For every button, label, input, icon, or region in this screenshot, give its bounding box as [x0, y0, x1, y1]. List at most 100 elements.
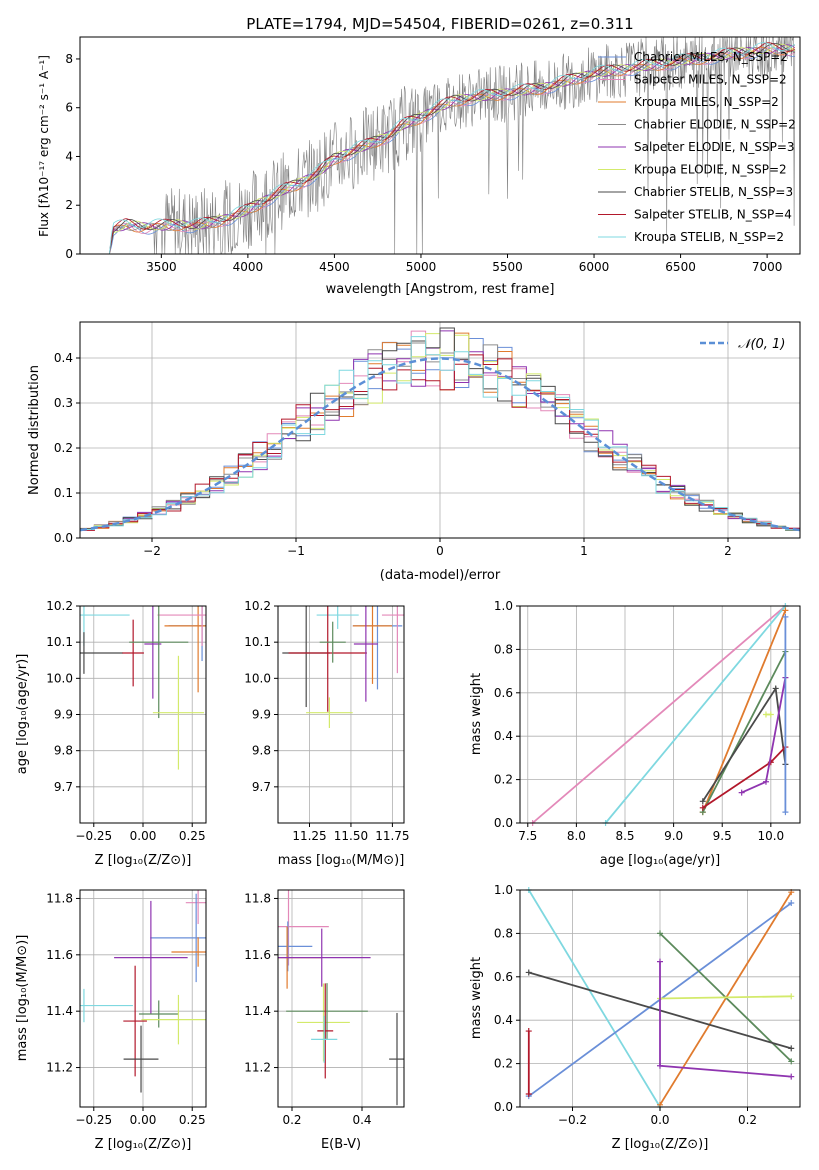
legend-label: Chabrier MILES, N_SSP=2 [634, 50, 788, 64]
z-mass-ylabel: mass [log₁₀(M/M⊙)] [15, 935, 30, 1062]
x-tick-label: 0.0 [650, 1113, 669, 1127]
y-tick-label: 0.0 [54, 531, 73, 545]
x-tick-label: 6500 [665, 260, 696, 274]
normal-legend-label: 𝒩(0, 1) [738, 337, 785, 352]
spectrum-legend: Chabrier MILES, N_SSP=2 Salpeter MILES, N… [598, 50, 796, 244]
weight-marker [768, 712, 774, 718]
y-tick-label: 0.6 [494, 970, 513, 984]
y-tick-label: 1.0 [494, 599, 513, 613]
x-tick-label: 11.25 [292, 829, 326, 843]
ebv-mass-frame [278, 890, 404, 1107]
z-age-xlabel: Z [log₁₀(Z/Z⊙)] [95, 853, 192, 868]
x-tick-label: 8.5 [615, 829, 634, 843]
y-tick-label: 10.1 [46, 635, 73, 649]
x-tick-label: 0.2 [738, 1113, 757, 1127]
y-tick-label: 9.8 [252, 744, 271, 758]
y-tick-label: 10.2 [46, 599, 73, 613]
weight-line [703, 652, 786, 813]
ebv-mass-panel: 0.2 0.4 11.2 11.4 11.6 11.8 E(B-V) [244, 890, 404, 1152]
spectrum-title: PLATE=1794, MJD=54504, FIBERID=0261, z=0… [246, 15, 633, 33]
y-tick-label: 11.2 [244, 1061, 271, 1075]
x-tick-label: 9.5 [713, 829, 732, 843]
x-tick-label: 0.25 [179, 1113, 206, 1127]
x-tick-label: 6000 [579, 260, 610, 274]
z-mass-panel: −0.25 0.00 0.25 11.2 11.4 11.6 11.8 Z [log₁₀(Z… [15, 890, 206, 1152]
y-tick-label: 10.0 [46, 671, 73, 685]
x-tick-label: 3500 [146, 260, 177, 274]
x-tick-label: 9.0 [664, 829, 683, 843]
z-age-ylabel: age [log₁₀(age/yr)] [15, 654, 30, 775]
weight-marker [788, 993, 794, 999]
y-tick-label: 9.7 [252, 780, 271, 794]
y-tick-label: 11.8 [46, 891, 73, 905]
z-age-panel: −0.25 0.00 0.25 9.7 9.8 9.9 10.0 10.1 10.2 Z [lo… [15, 599, 206, 868]
x-tick-label: 2 [724, 544, 732, 558]
weight-line [660, 962, 791, 1077]
x-tick-label: 5500 [492, 260, 523, 274]
y-tick-label: 0.8 [494, 642, 513, 656]
spectrum-xlabel: wavelength [Angstrom, rest frame] [326, 282, 555, 297]
weight-marker [788, 1074, 794, 1080]
y-tick-label: 11.6 [46, 948, 73, 962]
y-tick-label: 9.9 [252, 708, 271, 722]
x-tick-label: −1 [287, 544, 305, 558]
z-weight-xlabel: Z [log₁₀(Z/Z⊙)] [612, 1137, 709, 1152]
age-weight-lines [530, 603, 789, 826]
y-tick-label: 0.0 [494, 816, 513, 830]
spectrum-panel: PLATE=1794, MJD=54504, FIBERID=0261, z=0… [37, 15, 800, 297]
x-tick-label: 1 [580, 544, 588, 558]
residual-xlabel: (data-model)/error [380, 568, 501, 583]
y-tick-label: 0.1 [54, 486, 73, 500]
y-tick-label: 0.8 [494, 926, 513, 940]
legend-label: Chabrier STELIB, N_SSP=3 [634, 185, 793, 199]
x-tick-label: 10.0 [757, 829, 784, 843]
legend-label: Salpeter ELODIE, N_SSP=3 [634, 140, 795, 154]
y-tick-label: 4 [65, 149, 73, 163]
y-tick-label: 0 [65, 247, 73, 261]
x-tick-label: 4000 [233, 260, 264, 274]
legend-label: Salpeter STELIB, N_SSP=4 [634, 208, 792, 222]
y-tick-label: 0.3 [54, 396, 73, 410]
y-tick-label: 11.6 [244, 948, 271, 962]
y-tick-label: 11.4 [244, 1004, 271, 1018]
x-tick-label: 11.75 [375, 829, 409, 843]
z-weight-ylabel: mass weight [469, 957, 484, 1039]
spectrum-ylabel: Flux [fλ10⁻¹⁷ erg cm⁻² s⁻¹ A⁻¹] [37, 55, 51, 237]
y-tick-label: 9.7 [54, 780, 73, 794]
y-tick-label: 9.9 [54, 708, 73, 722]
x-tick-label: 0 [436, 544, 444, 558]
legend-label: Kroupa MILES, N_SSP=2 [634, 95, 779, 109]
z-mass-xlabel: Z [log₁₀(Z/Z⊙)] [95, 1137, 192, 1152]
figure: PLATE=1794, MJD=54504, FIBERID=0261, z=0… [0, 0, 819, 1170]
x-tick-label: 0.25 [179, 829, 206, 843]
weight-marker [657, 959, 663, 965]
y-tick-label: 0.2 [494, 773, 513, 787]
residual-panel: −2 −1 0 1 2 0.0 0.1 0.2 0.3 0.4 (data-model)/erro… [27, 322, 800, 583]
x-tick-label: 0.00 [130, 829, 157, 843]
x-tick-label: −2 [143, 544, 161, 558]
y-tick-label: 10.2 [244, 599, 271, 613]
x-tick-label: 0.2 [282, 1113, 301, 1127]
mass-age-panel: 11.25 11.50 11.75 9.7 9.8 9.9 10.0 10.1 10.2 mas… [244, 599, 409, 868]
residual-ylabel: Normed distribution [27, 365, 42, 495]
x-tick-label: 5000 [406, 260, 437, 274]
y-tick-label: 8 [65, 52, 73, 66]
weight-marker [782, 809, 788, 815]
y-tick-label: 0.6 [494, 686, 513, 700]
z-weight-panel: −0.2 0.0 0.2 0.0 0.2 0.4 0.6 0.8 1.0 Z [log₁₀(Z/… [469, 883, 800, 1152]
y-tick-label: 11.4 [46, 1004, 73, 1018]
weight-marker [526, 1028, 532, 1034]
y-tick-label: 0.2 [494, 1057, 513, 1071]
x-tick-label: 0.00 [130, 1113, 157, 1127]
x-tick-label: −0.25 [75, 1113, 112, 1127]
legend-label: Kroupa STELIB, N_SSP=2 [634, 230, 784, 244]
x-tick-label: 0.4 [352, 1113, 371, 1127]
x-tick-label: 4500 [319, 260, 350, 274]
ebv-mass-points [278, 890, 404, 1105]
age-weight-panel: 7.5 8.0 8.5 9.0 9.5 10.00.00.20.40.60.81.0 ag… [469, 599, 800, 868]
x-tick-label: 7000 [752, 260, 783, 274]
y-tick-label: 0.4 [54, 351, 73, 365]
weight-marker [788, 1045, 794, 1051]
y-tick-label: 0.4 [494, 1013, 513, 1027]
y-tick-label: 11.8 [244, 891, 271, 905]
